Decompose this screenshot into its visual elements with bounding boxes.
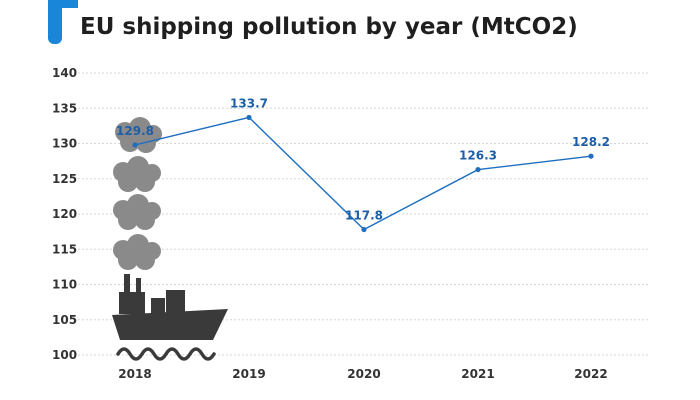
waves-icon	[116, 347, 216, 361]
smoke-puff-icon	[113, 194, 161, 230]
data-point	[475, 166, 481, 173]
data-label: 129.8	[116, 124, 154, 138]
accent-bar	[48, 0, 62, 44]
data-point	[246, 114, 252, 121]
smoke-puff-icon	[113, 234, 161, 270]
data-labels: 129.8 133.7 117.8 126.3 128.2	[116, 96, 610, 222]
x-tick-label: 2021	[461, 367, 494, 381]
data-point	[132, 142, 138, 148]
data-point	[588, 153, 594, 159]
data-label: 128.2	[572, 135, 610, 149]
y-tick-label: 115	[52, 242, 77, 256]
data-points	[132, 114, 594, 233]
y-tick-label: 125	[52, 172, 77, 186]
y-tick-label: 110	[52, 278, 77, 292]
accent-cap	[48, 0, 78, 8]
x-tick-label: 2018	[118, 367, 151, 381]
chart-title: EU shipping pollution by year (MtCO2)	[80, 14, 578, 40]
y-tick-label: 135	[52, 101, 77, 115]
x-tick-label: 2022	[574, 367, 607, 381]
x-axis-ticks: 2018 2019 2020 2021 2022	[118, 367, 607, 381]
y-axis-ticks: 100 105 110 115 120 125 130 135 140	[52, 66, 77, 362]
data-point	[361, 226, 367, 233]
data-label: 117.8	[345, 209, 383, 223]
grid-lines	[78, 72, 650, 356]
y-tick-label: 100	[52, 348, 77, 362]
y-tick-label: 130	[52, 137, 77, 151]
y-tick-label: 140	[52, 66, 77, 80]
x-tick-label: 2019	[232, 367, 265, 381]
data-label: 126.3	[459, 149, 497, 163]
x-tick-label: 2020	[347, 367, 380, 381]
data-label: 133.7	[230, 96, 268, 110]
y-tick-label: 105	[52, 313, 77, 327]
ship-icon	[112, 274, 228, 340]
smoke-puff-icon	[113, 156, 161, 192]
ship-with-smoke-icon	[112, 117, 228, 361]
y-tick-label: 120	[52, 207, 77, 221]
